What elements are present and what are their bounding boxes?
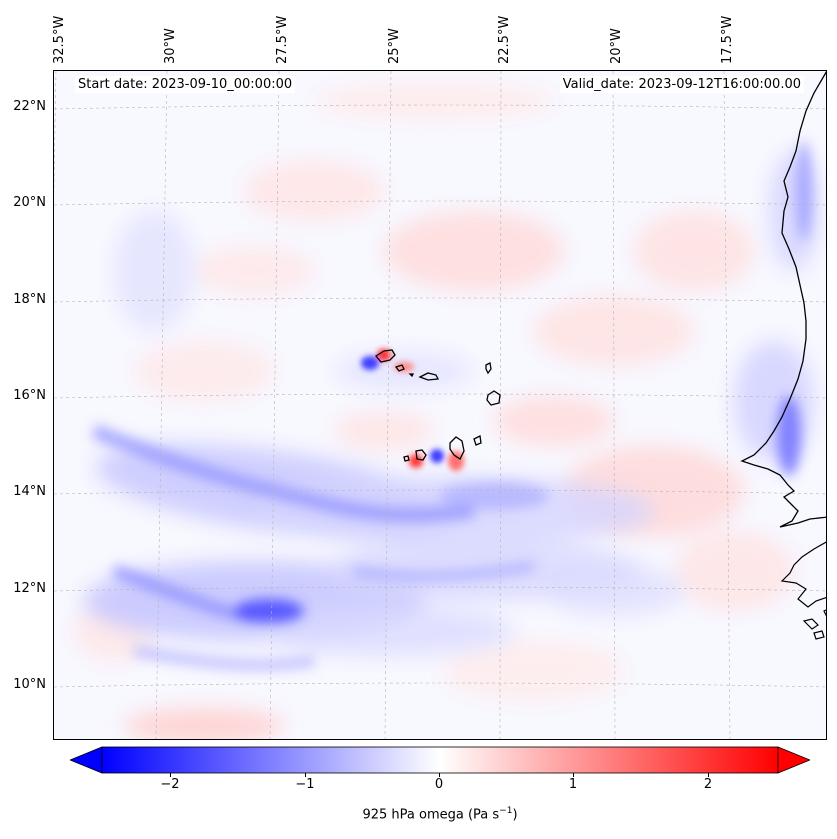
lon-label-17-5w: 17.5°W bbox=[720, 15, 735, 64]
sao-vicente bbox=[394, 364, 405, 372]
lat-label-14n: 14°N bbox=[13, 484, 46, 499]
cape-verde-islands bbox=[375, 349, 501, 462]
lat-label-20n: 20°N bbox=[13, 195, 46, 210]
lat-label-12n: 12°N bbox=[13, 581, 46, 596]
lon-label-27-5w: 27.5°W bbox=[275, 15, 290, 64]
colorbar-tick-label: −2 bbox=[160, 777, 180, 792]
maio bbox=[473, 435, 482, 446]
lon-label-30w: 30°W bbox=[163, 28, 178, 64]
omega-map bbox=[53, 70, 827, 740]
lat-label-10n: 10°N bbox=[13, 677, 46, 692]
colorbar-label-end: ) bbox=[512, 807, 518, 823]
omega-field-plot bbox=[54, 71, 826, 739]
guinea-bissau-coastline bbox=[780, 541, 826, 608]
boa-vista bbox=[486, 390, 501, 406]
colorbar-tickmark bbox=[305, 773, 306, 777]
colorbar-tickmark bbox=[439, 773, 440, 777]
lat-label-18n: 18°N bbox=[13, 292, 46, 307]
colorbar-tickmark bbox=[708, 773, 709, 777]
santa-luzia bbox=[408, 373, 415, 378]
colorbar-tick-label: 0 bbox=[434, 777, 444, 792]
colorbar-tickmark bbox=[573, 773, 574, 777]
colorbar-tickmark bbox=[170, 773, 171, 777]
colorbar-graphic bbox=[68, 746, 812, 774]
fogo bbox=[415, 449, 427, 461]
colorbar-label-exponent: −1 bbox=[499, 806, 513, 816]
brava bbox=[403, 455, 410, 462]
lon-label-25w: 25°W bbox=[387, 28, 402, 64]
colorbar-min-extend bbox=[68, 746, 103, 774]
colorbar-tick-label: −1 bbox=[295, 777, 315, 792]
sao-nicolau bbox=[418, 372, 440, 381]
valid-date-label: Valid_date: 2023-09-12T16:00:00.00 bbox=[559, 76, 804, 93]
start-date-label: Start date: 2023-09-10_00:00:00 bbox=[75, 76, 296, 93]
santo-antao bbox=[375, 349, 396, 363]
colorbar-tick-label: 1 bbox=[568, 777, 578, 792]
island-dipoles bbox=[361, 349, 464, 471]
lon-label-32-5w: 32.5°W bbox=[52, 15, 67, 64]
colorbar-label-main: 925 hPa omega (Pa s bbox=[362, 807, 500, 823]
strong-ascent-streaks bbox=[91, 141, 812, 671]
sal bbox=[485, 362, 492, 375]
colorbar-scale bbox=[101, 746, 779, 774]
colorbar-tick-label: 2 bbox=[703, 777, 713, 792]
colorbar bbox=[68, 746, 812, 774]
colorbar-max-extend bbox=[777, 746, 812, 774]
lat-label-22n: 22°N bbox=[13, 99, 46, 114]
lon-label-20w: 20°W bbox=[609, 28, 624, 64]
lon-label-22-5w: 22.5°W bbox=[497, 15, 512, 64]
colorbar-label: 925 hPa omega (Pa s−1) bbox=[0, 806, 837, 822]
bijagos-islands bbox=[802, 609, 826, 640]
graticule bbox=[54, 71, 826, 739]
santiago bbox=[449, 436, 465, 460]
west-africa-coastline bbox=[740, 71, 826, 528]
lat-label-16n: 16°N bbox=[13, 388, 46, 403]
